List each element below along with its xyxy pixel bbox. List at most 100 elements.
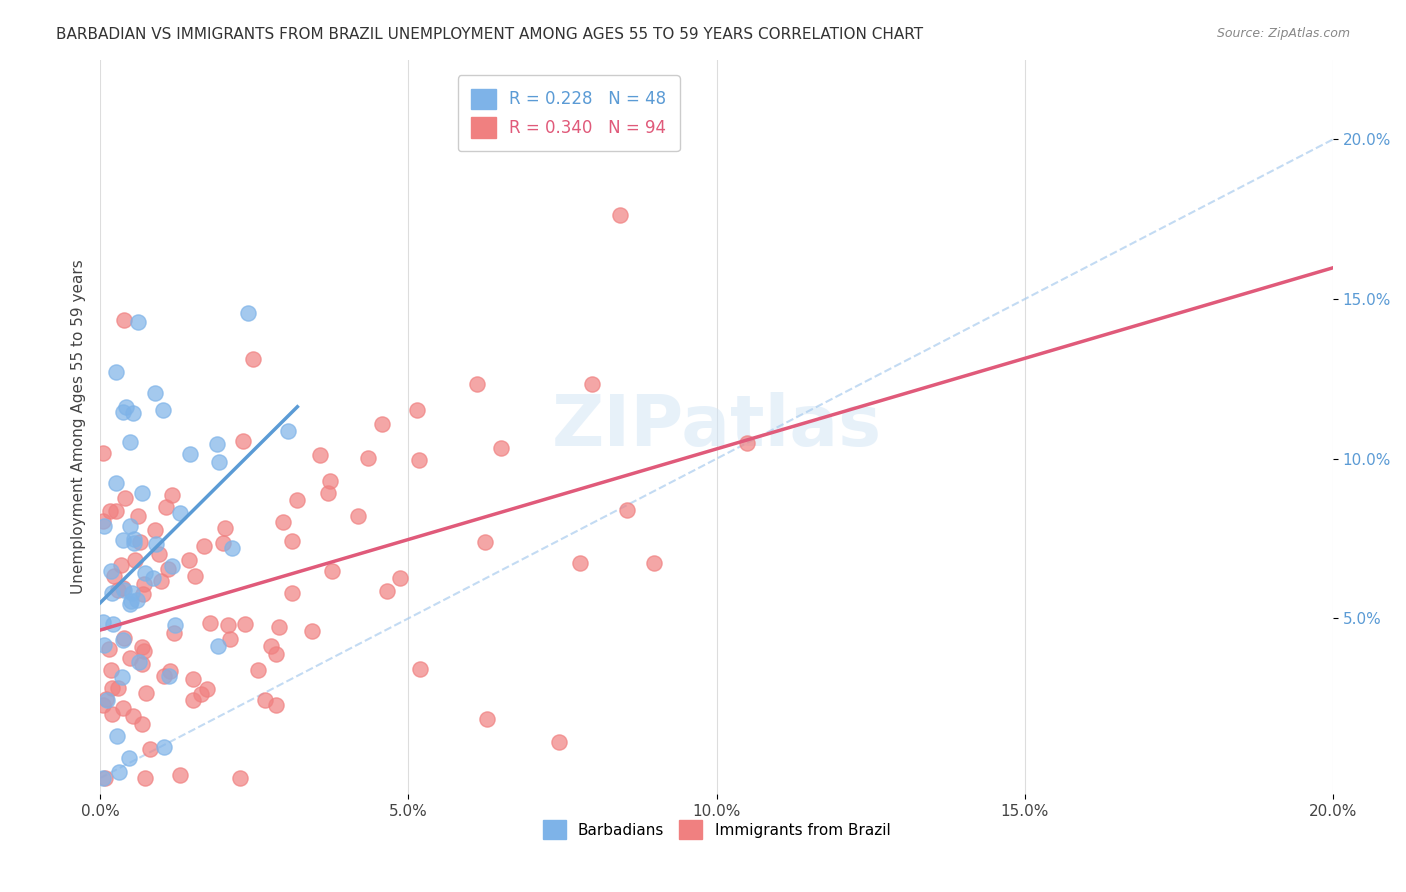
Point — [569, 556, 592, 570]
Point — [195, 681, 218, 696]
Point — [131, 485, 153, 500]
Point — [301, 624, 323, 638]
Point — [112, 582, 135, 597]
Point — [357, 451, 380, 466]
Point — [132, 587, 155, 601]
Point — [91, 514, 114, 528]
Point — [287, 493, 309, 508]
Point — [228, 771, 250, 785]
Point — [214, 521, 236, 535]
Point — [94, 771, 117, 785]
Point — [159, 664, 181, 678]
Point — [134, 566, 156, 580]
Point — [267, 620, 290, 634]
Point — [91, 771, 114, 785]
Point — [114, 491, 136, 505]
Point — [581, 377, 603, 392]
Text: BARBADIAN VS IMMIGRANTS FROM BRAZIL UNEMPLOYMENT AMONG AGES 55 TO 59 YEARS CORRE: BARBADIAN VS IMMIGRANTS FROM BRAZIL UNEM… — [56, 27, 924, 42]
Point — [143, 523, 166, 537]
Point — [177, 553, 200, 567]
Point — [100, 564, 122, 578]
Point — [124, 553, 146, 567]
Point — [127, 315, 149, 329]
Point — [152, 403, 174, 417]
Point — [100, 663, 122, 677]
Point — [111, 533, 134, 547]
Point — [198, 616, 221, 631]
Point — [388, 571, 411, 585]
Point — [232, 434, 254, 448]
Point — [103, 569, 125, 583]
Point — [105, 475, 128, 490]
Point — [112, 313, 135, 327]
Point — [135, 686, 157, 700]
Point — [128, 656, 150, 670]
Point — [474, 534, 496, 549]
Point — [93, 518, 115, 533]
Point — [91, 446, 114, 460]
Point — [273, 515, 295, 529]
Point — [94, 691, 117, 706]
Point — [152, 739, 174, 754]
Point — [163, 618, 186, 632]
Point — [101, 586, 124, 600]
Point — [281, 534, 304, 549]
Point — [131, 716, 153, 731]
Point — [125, 593, 148, 607]
Point — [247, 663, 270, 677]
Point — [205, 437, 228, 451]
Point — [111, 582, 134, 596]
Point — [110, 670, 132, 684]
Point — [221, 541, 243, 555]
Point — [181, 673, 204, 687]
Point — [491, 442, 513, 456]
Point — [122, 406, 145, 420]
Point — [112, 405, 135, 419]
Point — [149, 574, 172, 588]
Point — [155, 500, 177, 514]
Point — [118, 434, 141, 449]
Point — [98, 641, 121, 656]
Point — [117, 751, 139, 765]
Point — [190, 687, 212, 701]
Point — [218, 632, 240, 646]
Point — [643, 556, 665, 570]
Point — [112, 632, 135, 646]
Point — [127, 508, 149, 523]
Point — [145, 537, 167, 551]
Point — [132, 576, 155, 591]
Point — [105, 729, 128, 743]
Point — [101, 681, 124, 696]
Point — [100, 707, 122, 722]
Point — [128, 535, 150, 549]
Point — [193, 539, 215, 553]
Point — [121, 709, 143, 723]
Point — [277, 424, 299, 438]
Point — [409, 662, 432, 676]
Point — [465, 377, 488, 392]
Point — [371, 417, 394, 431]
Legend: Barbadians, Immigrants from Brazil: Barbadians, Immigrants from Brazil — [537, 814, 897, 845]
Point — [96, 693, 118, 707]
Point — [111, 701, 134, 715]
Point — [93, 615, 115, 629]
Point — [281, 585, 304, 599]
Point — [131, 657, 153, 671]
Point — [162, 626, 184, 640]
Point — [157, 562, 180, 576]
Point — [264, 698, 287, 712]
Point — [183, 569, 205, 583]
Point — [236, 306, 259, 320]
Text: ZIPatlas: ZIPatlas — [551, 392, 882, 461]
Point — [105, 504, 128, 518]
Point — [408, 453, 430, 467]
Point — [169, 768, 191, 782]
Point — [260, 639, 283, 653]
Point — [118, 519, 141, 533]
Point — [162, 559, 184, 574]
Point — [316, 486, 339, 500]
Point — [110, 558, 132, 573]
Point — [107, 764, 129, 779]
Point — [139, 742, 162, 756]
Point — [107, 582, 129, 597]
